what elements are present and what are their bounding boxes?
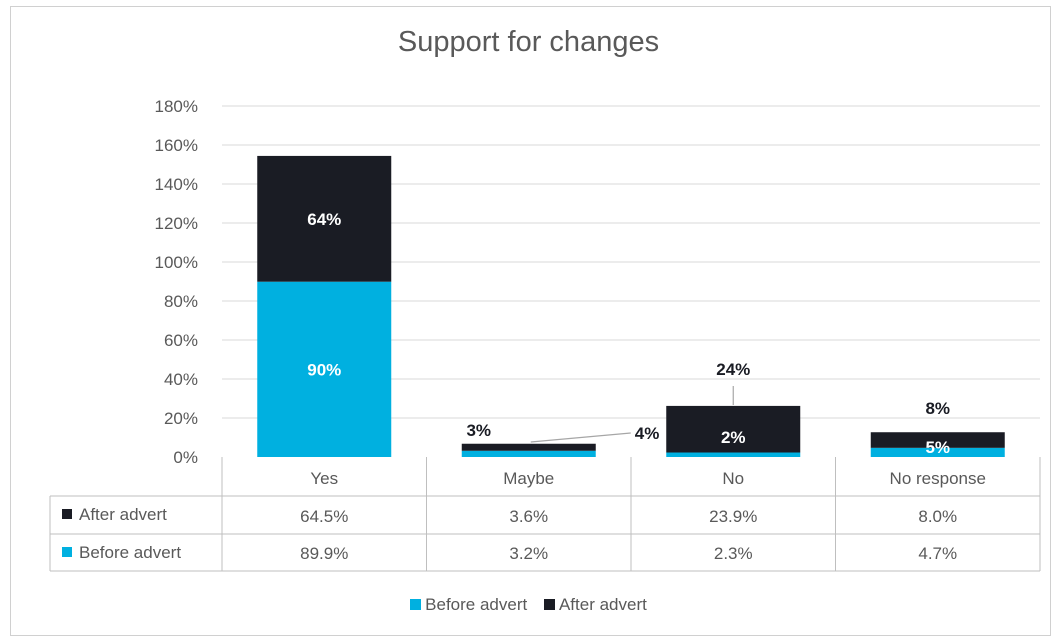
table-key-after [62, 509, 72, 519]
y-tick-label: 40% [164, 370, 198, 389]
table-cell-after: 64.5% [300, 507, 348, 526]
bar-before [666, 452, 801, 457]
table-cell-before: 4.7% [918, 544, 957, 563]
bar-before [870, 447, 1005, 457]
bar-after [666, 405, 801, 453]
data-label-before: 5% [925, 438, 950, 457]
y-tick-label: 140% [155, 175, 198, 194]
y-tick-label: 60% [164, 331, 198, 350]
y-tick-label: 120% [155, 214, 198, 233]
y-tick-label: 80% [164, 292, 198, 311]
legend-label-after: After advert [558, 595, 647, 614]
y-tick-label: 20% [164, 409, 198, 428]
data-label-before: 2% [721, 428, 746, 447]
legend-item-after: After advert [543, 595, 647, 615]
category-label: Maybe [503, 469, 554, 488]
y-tick-label: 160% [155, 136, 198, 155]
table-row-label-after: After advert [79, 505, 167, 524]
data-label-after: 4% [635, 424, 660, 443]
bar-before [461, 450, 596, 457]
data-label-after: 64% [307, 210, 341, 229]
category-label: No response [890, 469, 986, 488]
table-key-before [62, 547, 72, 557]
y-tick-label: 0% [173, 448, 198, 467]
data-label-after: 8% [925, 399, 950, 418]
legend: Before advert After advert [0, 595, 1057, 615]
bar-after [461, 443, 596, 451]
data-label-before: 90% [307, 360, 341, 379]
bar-before [257, 281, 392, 457]
table-cell-before: 3.2% [509, 544, 548, 563]
data-label-after: 24% [716, 360, 750, 379]
table-cell-after: 8.0% [918, 507, 957, 526]
category-label: No [722, 469, 744, 488]
table-cell-after: 23.9% [709, 507, 757, 526]
table-cell-before: 89.9% [300, 544, 348, 563]
chart-frame [10, 6, 1051, 636]
legend-swatch-before [410, 599, 422, 610]
y-tick-label: 100% [155, 253, 198, 272]
category-label: Yes [310, 469, 338, 488]
table-row-label-before: Before advert [79, 543, 181, 562]
legend-label-before: Before advert [425, 595, 528, 614]
bar-after [257, 155, 392, 282]
table-cell-after: 3.6% [509, 507, 548, 526]
legend-item-before: Before advert [410, 595, 527, 615]
chart-title: Support for changes [397, 26, 660, 58]
leader-line [530, 432, 631, 443]
y-tick-label: 180% [155, 97, 198, 116]
bar-after [870, 432, 1005, 448]
data-label-before: 3% [466, 421, 491, 440]
table-cell-before: 2.3% [714, 544, 753, 563]
legend-swatch-after [543, 599, 555, 610]
